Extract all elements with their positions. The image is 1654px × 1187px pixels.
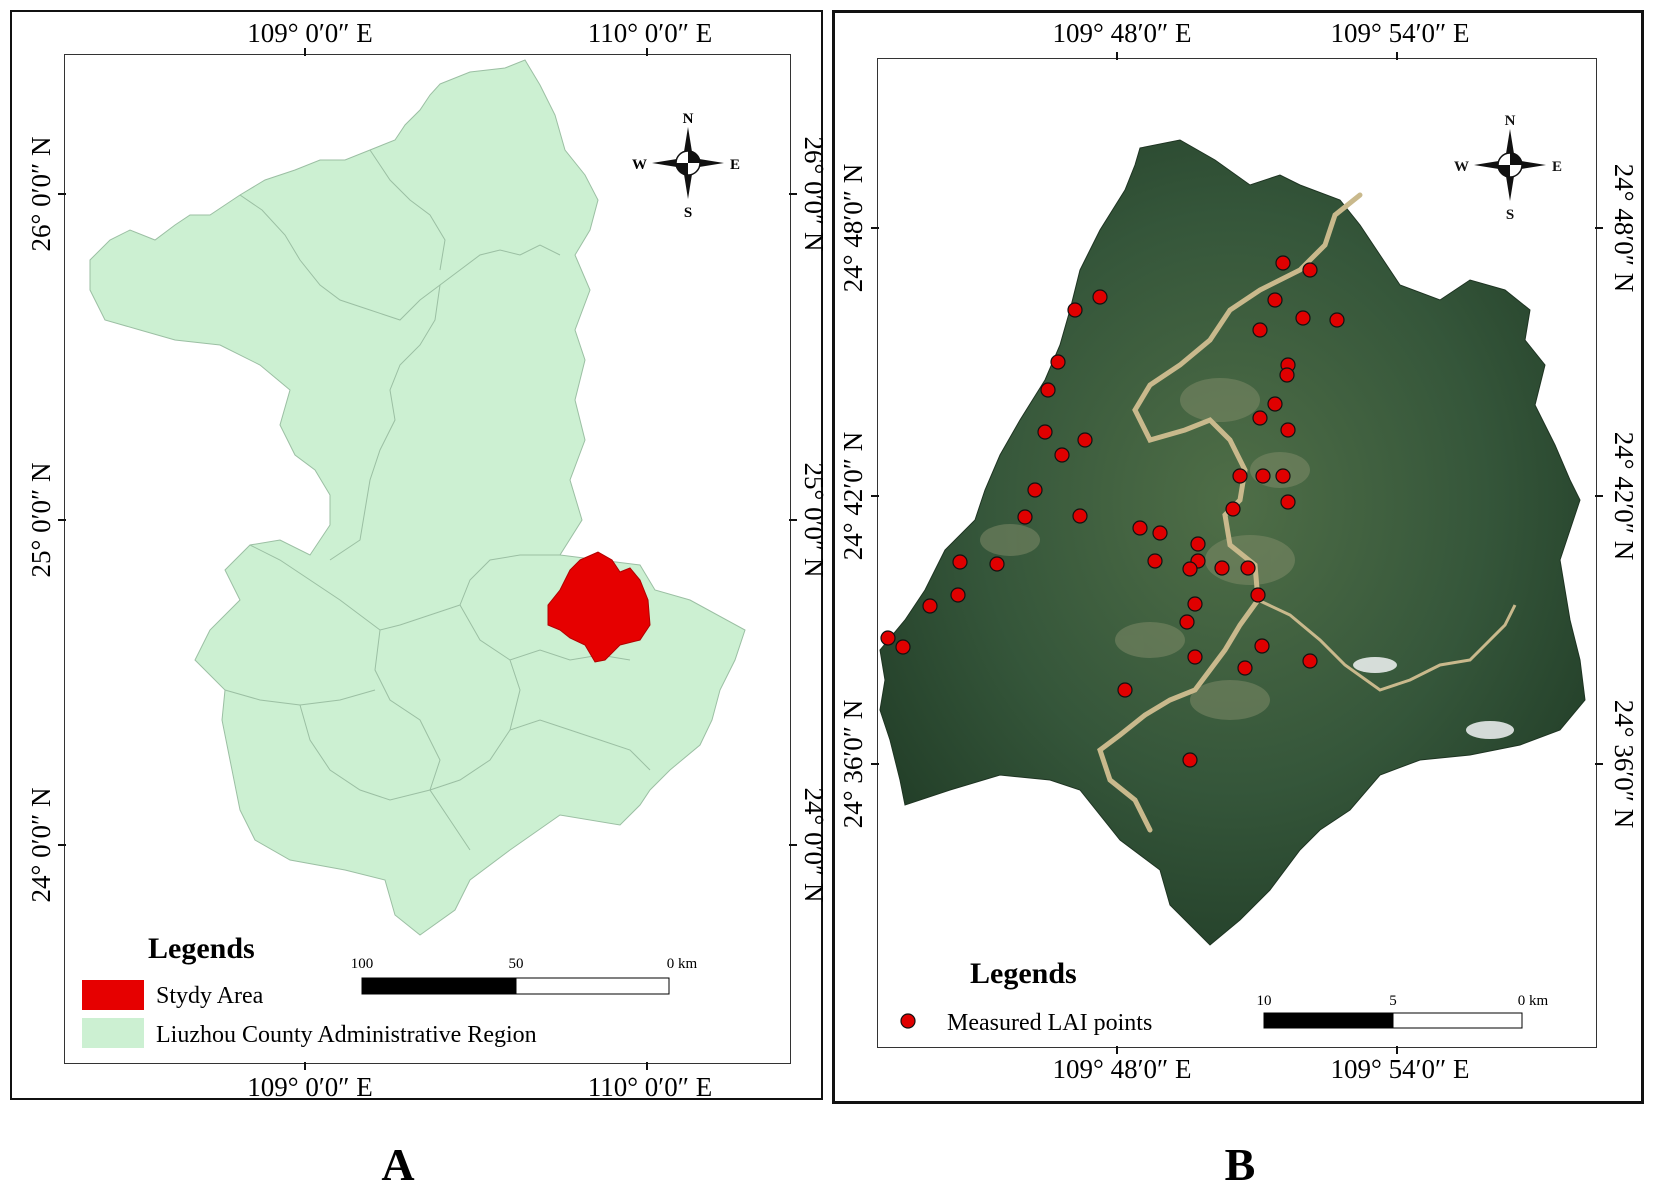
panel-a-label: A [381, 1139, 414, 1187]
panel-b-frame [832, 10, 1644, 1104]
panel-b-label: B [1225, 1139, 1256, 1187]
panel-b-map-frame [877, 58, 1597, 1048]
panel-a-map-frame [64, 54, 791, 1064]
panel-a-frame [10, 10, 823, 1100]
